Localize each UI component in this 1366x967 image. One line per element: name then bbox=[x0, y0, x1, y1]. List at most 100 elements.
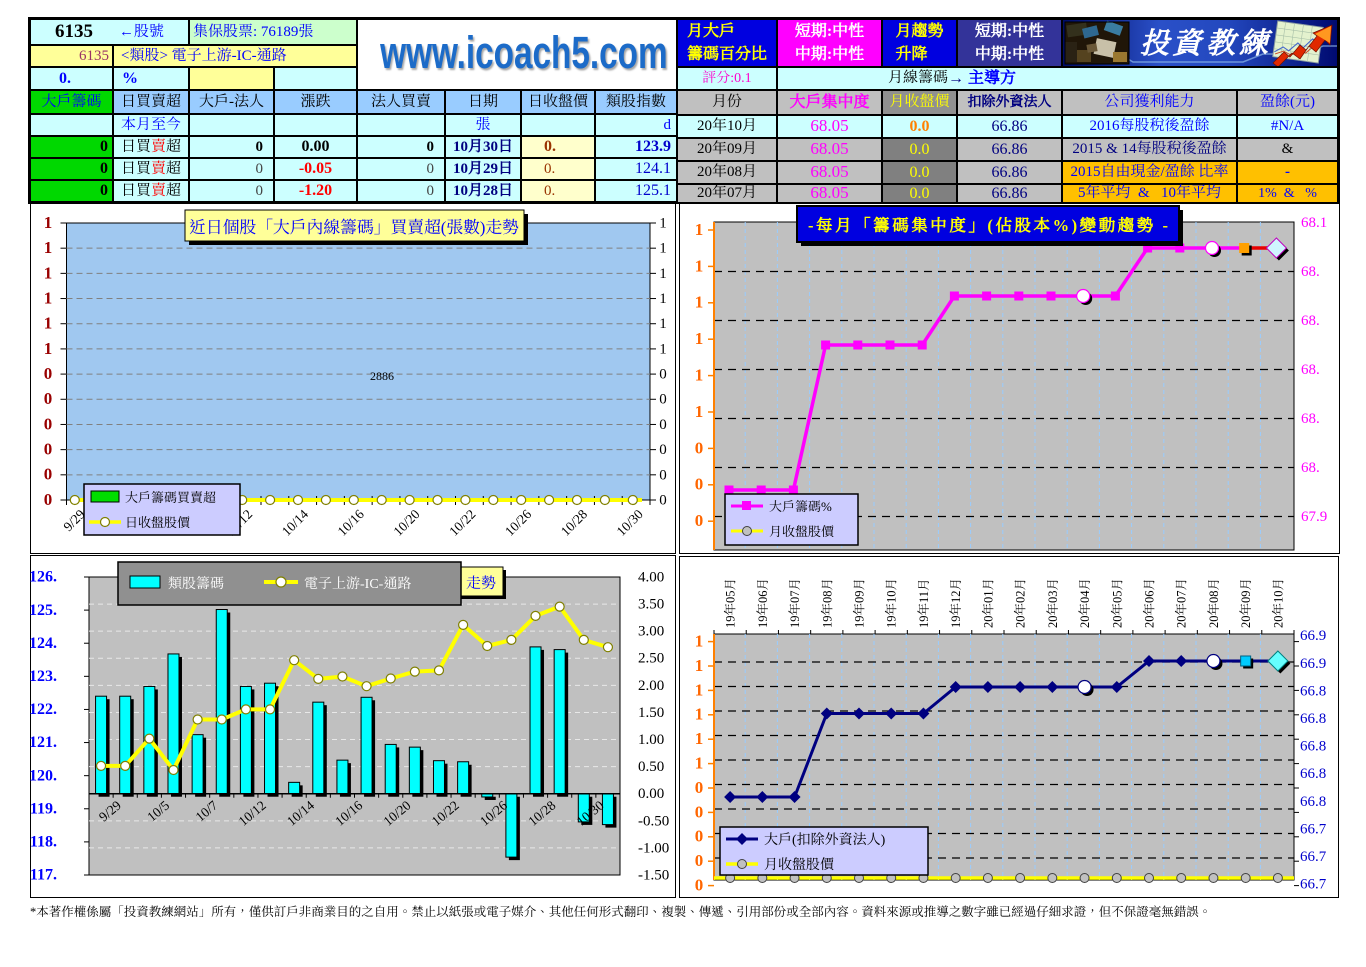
svg-text:19年08月: 19年08月 bbox=[820, 578, 834, 628]
svg-text:電子上游-IC-通路: 電子上游-IC-通路 bbox=[304, 576, 411, 592]
svg-text:2.50: 2.50 bbox=[638, 651, 664, 667]
svg-text:0: 0 bbox=[44, 440, 53, 459]
svg-text:19年09月: 19年09月 bbox=[853, 578, 867, 628]
svg-text:124.: 124. bbox=[30, 635, 57, 652]
svg-text:68.: 68. bbox=[1301, 460, 1320, 476]
svg-text:教: 教 bbox=[1206, 28, 1240, 60]
svg-text:0: 0 bbox=[695, 438, 704, 457]
svg-text:68.: 68. bbox=[1301, 313, 1320, 329]
svg-text:1: 1 bbox=[695, 680, 704, 699]
svg-text:19年06月: 19年06月 bbox=[756, 578, 770, 628]
svg-text:19年11月: 19年11月 bbox=[917, 578, 931, 628]
svg-text:月收盤股價: 月收盤股價 bbox=[769, 524, 835, 539]
svg-text:3.50: 3.50 bbox=[638, 597, 664, 613]
svg-text:近日個股「大戶內線籌碼」買賣超(張數)走勢: 近日個股「大戶內線籌碼」買賣超(張數)走勢 bbox=[189, 218, 519, 237]
svg-text:68.: 68. bbox=[1301, 362, 1320, 378]
svg-text:66.8: 66.8 bbox=[1300, 766, 1326, 782]
svg-text:20年10月: 20年10月 bbox=[1271, 578, 1285, 628]
svg-text:118.: 118. bbox=[30, 834, 57, 851]
svg-text:19年10月: 19年10月 bbox=[885, 578, 899, 628]
svg-text:0.00: 0.00 bbox=[638, 786, 664, 802]
svg-text:19年07月: 19年07月 bbox=[788, 578, 802, 628]
svg-text:0.50: 0.50 bbox=[638, 759, 664, 775]
svg-text:0: 0 bbox=[44, 389, 53, 408]
svg-text:0: 0 bbox=[695, 778, 704, 797]
svg-text:20年05月: 20年05月 bbox=[1110, 578, 1124, 628]
svg-text:20年08月: 20年08月 bbox=[1207, 578, 1221, 628]
svg-text:1: 1 bbox=[44, 314, 53, 333]
svg-text:20年09月: 20年09月 bbox=[1239, 578, 1253, 628]
svg-text:0: 0 bbox=[659, 417, 667, 433]
svg-text:20年02月: 20年02月 bbox=[1014, 578, 1028, 628]
svg-text:0: 0 bbox=[695, 851, 704, 870]
svg-text:1: 1 bbox=[659, 215, 667, 231]
svg-text:126.: 126. bbox=[30, 569, 57, 586]
svg-text:20年03月: 20年03月 bbox=[1046, 578, 1060, 628]
svg-text:大戶籌碼%: 大戶籌碼% bbox=[769, 499, 832, 514]
svg-text:1: 1 bbox=[659, 291, 667, 307]
svg-text:1: 1 bbox=[44, 213, 53, 232]
svg-text:20年06月: 20年06月 bbox=[1143, 578, 1157, 628]
svg-text:1: 1 bbox=[695, 656, 704, 675]
svg-text:120.: 120. bbox=[30, 767, 57, 784]
svg-text:1: 1 bbox=[44, 238, 53, 257]
svg-text:1: 1 bbox=[695, 366, 704, 385]
svg-text:4.00: 4.00 bbox=[638, 569, 664, 585]
svg-text:1: 1 bbox=[695, 402, 704, 421]
svg-text:1: 1 bbox=[695, 293, 704, 312]
svg-text:走勢: 走勢 bbox=[466, 575, 496, 592]
svg-text:67.9: 67.9 bbox=[1301, 509, 1327, 525]
svg-text:66.8: 66.8 bbox=[1300, 711, 1326, 727]
svg-text:119.: 119. bbox=[30, 800, 57, 817]
svg-text:月收盤股價: 月收盤股價 bbox=[764, 857, 835, 873]
svg-text:0: 0 bbox=[695, 475, 704, 494]
svg-text:1: 1 bbox=[695, 220, 704, 239]
svg-text:1: 1 bbox=[695, 632, 704, 651]
svg-text:123.: 123. bbox=[30, 668, 57, 685]
svg-text:19年12月: 19年12月 bbox=[949, 578, 963, 628]
svg-text:3.00: 3.00 bbox=[638, 624, 664, 640]
svg-text:0: 0 bbox=[695, 827, 704, 846]
svg-text:66.7: 66.7 bbox=[1300, 877, 1327, 893]
svg-text:1: 1 bbox=[695, 729, 704, 748]
svg-text:121.: 121. bbox=[30, 734, 57, 751]
svg-text:1: 1 bbox=[695, 705, 704, 724]
svg-text:資: 資 bbox=[1172, 27, 1205, 60]
svg-text:大戶籌碼買賣超: 大戶籌碼買賣超 bbox=[125, 490, 216, 505]
svg-text:2.00: 2.00 bbox=[638, 678, 664, 694]
svg-text:122.: 122. bbox=[30, 701, 57, 718]
svg-text:投: 投 bbox=[1140, 28, 1173, 60]
svg-text:1: 1 bbox=[659, 316, 667, 332]
svg-text:66.9: 66.9 bbox=[1300, 656, 1326, 672]
svg-text:66.8: 66.8 bbox=[1300, 794, 1326, 810]
svg-text:0: 0 bbox=[659, 442, 667, 458]
svg-text:0: 0 bbox=[695, 876, 704, 895]
svg-text:66.9: 66.9 bbox=[1300, 628, 1326, 644]
svg-text:66.8: 66.8 bbox=[1300, 739, 1326, 755]
svg-text:66.8: 66.8 bbox=[1300, 683, 1326, 699]
svg-text:20年07月: 20年07月 bbox=[1175, 578, 1189, 628]
svg-text:練: 練 bbox=[1239, 28, 1273, 60]
svg-text:1: 1 bbox=[659, 341, 667, 357]
svg-text:1: 1 bbox=[44, 339, 53, 358]
svg-text:-0.50: -0.50 bbox=[638, 813, 669, 829]
svg-text:1: 1 bbox=[44, 288, 53, 307]
svg-text:1: 1 bbox=[659, 266, 667, 282]
svg-text:大戶(扣除外資法人): 大戶(扣除外資法人) bbox=[764, 832, 886, 848]
svg-text:0: 0 bbox=[44, 414, 53, 433]
svg-text:0: 0 bbox=[44, 490, 53, 509]
svg-text:0: 0 bbox=[659, 367, 667, 383]
svg-text:20年04月: 20年04月 bbox=[1078, 578, 1092, 628]
svg-text:-1.50: -1.50 bbox=[638, 867, 669, 883]
svg-text:68.: 68. bbox=[1301, 264, 1320, 280]
svg-text:1: 1 bbox=[659, 241, 667, 257]
svg-text:125.: 125. bbox=[30, 602, 57, 619]
svg-text:2886: 2886 bbox=[370, 369, 394, 383]
svg-text:類股籌碼: 類股籌碼 bbox=[168, 576, 224, 592]
svg-text:20年01月: 20年01月 bbox=[981, 578, 995, 628]
svg-text:-每月「籌碼集中度」(佔股本%)變動趨勢 -: -每月「籌碼集中度」(佔股本%)變動趨勢 - bbox=[808, 216, 1168, 235]
svg-text:66.7: 66.7 bbox=[1300, 821, 1327, 837]
svg-text:19年05月: 19年05月 bbox=[724, 578, 738, 628]
svg-text:日收盤股價: 日收盤股價 bbox=[125, 515, 191, 530]
svg-text:1.50: 1.50 bbox=[638, 705, 664, 721]
